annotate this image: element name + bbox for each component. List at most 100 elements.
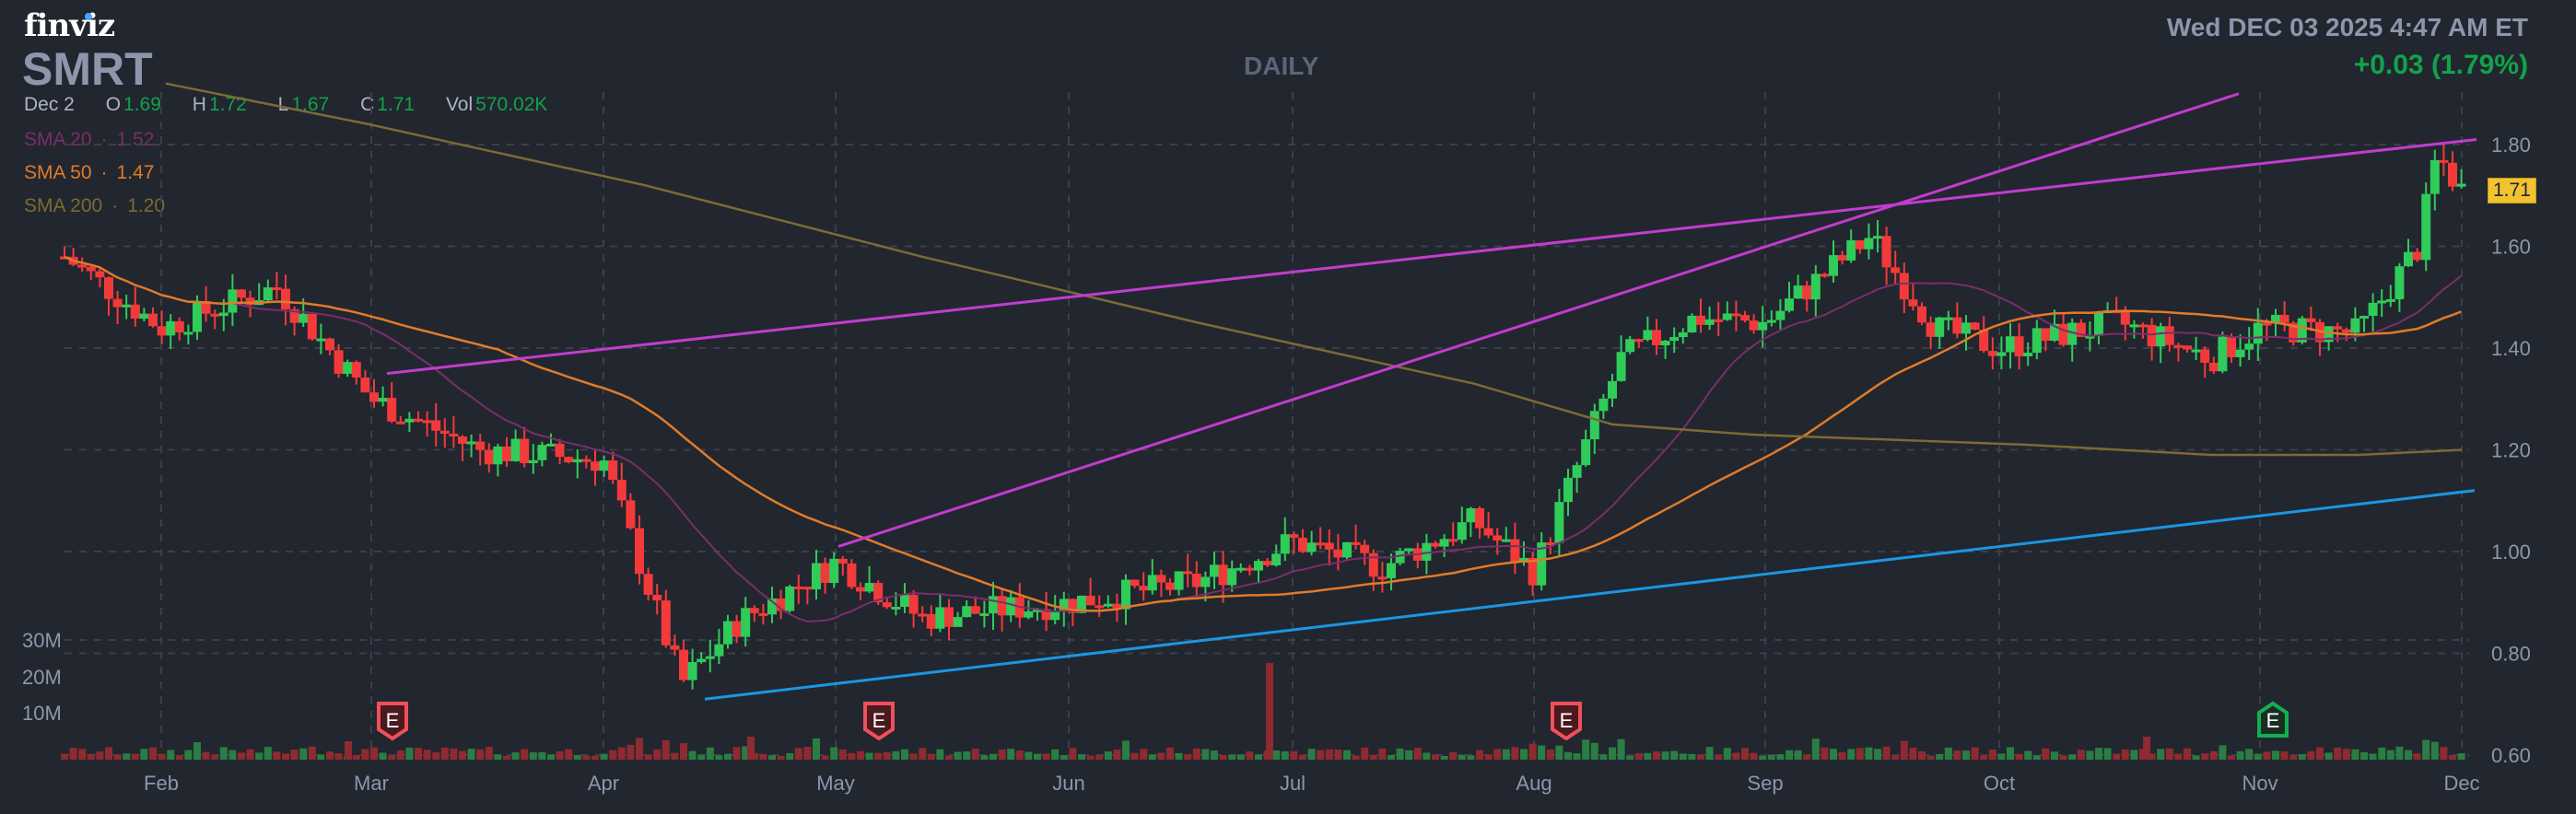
y-axis-label: 0.60 bbox=[2491, 744, 2531, 767]
volume-bar bbox=[2174, 753, 2183, 760]
x-axis-label: Nov bbox=[2242, 772, 2277, 795]
volume-bar bbox=[1405, 750, 1413, 760]
candle-body bbox=[2297, 318, 2307, 343]
candle-body bbox=[439, 430, 450, 435]
sma-line bbox=[64, 255, 2463, 623]
candle-body bbox=[599, 460, 609, 471]
candle-body bbox=[918, 613, 928, 617]
candle-body bbox=[1766, 320, 1776, 323]
volume-bar bbox=[927, 753, 935, 760]
y-axis-label: 1.20 bbox=[2491, 439, 2531, 462]
volume-bar bbox=[2015, 753, 2023, 760]
volume-bar bbox=[1458, 754, 1466, 760]
volume-bar bbox=[742, 746, 750, 760]
candle-body bbox=[2385, 298, 2395, 302]
candle-body bbox=[537, 445, 547, 460]
volume-bar bbox=[503, 755, 510, 760]
earnings-marker-icon[interactable]: E bbox=[2257, 701, 2289, 738]
volume-bar bbox=[980, 755, 989, 760]
volume-bar bbox=[909, 753, 918, 760]
volume-bar bbox=[1476, 750, 1483, 760]
volume-bar bbox=[2369, 753, 2377, 760]
x-axis-label: Oct bbox=[1984, 772, 2015, 795]
earnings-marker-icon[interactable]: E bbox=[377, 702, 408, 741]
candle-body bbox=[86, 266, 96, 272]
volume-bar bbox=[87, 753, 95, 760]
ohlc-date: Dec 2 bbox=[24, 94, 75, 115]
candle-body bbox=[520, 438, 530, 464]
volume-bar bbox=[1670, 750, 1679, 760]
candle-body bbox=[2227, 336, 2236, 357]
candle-body bbox=[387, 398, 397, 422]
candle-body bbox=[926, 613, 936, 629]
volume-bar bbox=[440, 747, 449, 760]
candle-body bbox=[1589, 411, 1599, 440]
volume-bar bbox=[706, 747, 714, 760]
candle-body bbox=[1024, 610, 1034, 618]
volume-bar bbox=[1555, 745, 1563, 760]
finviz-logo[interactable]: finviz bbox=[24, 7, 115, 44]
candle-body bbox=[1775, 310, 1786, 320]
volume-bar bbox=[193, 742, 201, 760]
volume-bar bbox=[1440, 755, 1448, 760]
candle-body bbox=[1793, 285, 1803, 299]
sma50-legend[interactable]: SMA 50 · 1.47 bbox=[24, 162, 155, 183]
volume-bar bbox=[821, 755, 829, 760]
volume-bar bbox=[2289, 755, 2298, 760]
volume-bar bbox=[246, 749, 254, 760]
candle-body bbox=[1254, 561, 1263, 571]
trendline-channel[interactable] bbox=[837, 92, 2240, 548]
candle-body bbox=[1200, 576, 1211, 587]
candle-body bbox=[1351, 541, 1361, 545]
candle-body bbox=[1333, 549, 1343, 558]
volume-bar bbox=[1847, 749, 1856, 760]
candle-body bbox=[1095, 605, 1105, 609]
candle-body bbox=[1917, 306, 1926, 323]
volume-bar bbox=[1130, 752, 1139, 760]
candle-body bbox=[2350, 318, 2360, 333]
y-axis-label: 1.00 bbox=[2491, 541, 2531, 564]
volume-bar bbox=[1750, 752, 1758, 760]
logo-text: finviz bbox=[24, 7, 115, 44]
earnings-marker-icon[interactable]: E bbox=[1551, 702, 1582, 741]
open-value: 1.69 bbox=[123, 94, 161, 115]
volume-bar bbox=[2307, 750, 2315, 760]
candle-body bbox=[1785, 298, 1794, 311]
trendline-support[interactable] bbox=[704, 489, 2476, 701]
candle-body bbox=[1422, 542, 1432, 561]
sma200-legend[interactable]: SMA 200 · 1.20 bbox=[24, 195, 166, 216]
earnings-marker-icon[interactable]: E bbox=[863, 702, 895, 741]
y-axis-label: 1.60 bbox=[2491, 236, 2531, 259]
candle-body bbox=[2218, 336, 2228, 372]
volume-bar bbox=[1617, 738, 1625, 760]
volume-bar bbox=[2130, 750, 2138, 760]
volume-bar bbox=[1599, 754, 1608, 760]
volume-bar bbox=[361, 749, 369, 760]
volume-bar bbox=[1661, 751, 1669, 760]
candle-body bbox=[1183, 571, 1193, 575]
candle-body bbox=[2200, 349, 2210, 363]
volume-bar bbox=[326, 751, 334, 760]
volume-bar bbox=[1715, 754, 1723, 760]
svg-text:E: E bbox=[2266, 709, 2280, 732]
candle-body bbox=[1156, 575, 1166, 583]
volume-bar bbox=[1122, 740, 1130, 760]
candle-body bbox=[316, 338, 326, 342]
candle-body bbox=[1041, 609, 1051, 621]
candle-body bbox=[1829, 255, 1838, 276]
volume-bar bbox=[697, 754, 706, 760]
volume-bar bbox=[167, 750, 175, 760]
volume-bar bbox=[1493, 749, 1502, 760]
trendline-resistance[interactable] bbox=[386, 137, 2477, 376]
candle-body bbox=[1696, 315, 1705, 325]
datetime-label: Wed DEC 03 2025 4:47 AM ET bbox=[2166, 13, 2528, 41]
volume-bar bbox=[1007, 749, 1015, 760]
candle-body bbox=[1475, 507, 1484, 529]
volume-bar bbox=[370, 747, 378, 760]
volume-bar bbox=[511, 752, 520, 760]
volume-bar bbox=[1157, 752, 1165, 760]
volume-bar bbox=[1378, 748, 1387, 760]
candle-body bbox=[510, 438, 521, 461]
candle-body bbox=[2456, 183, 2466, 187]
